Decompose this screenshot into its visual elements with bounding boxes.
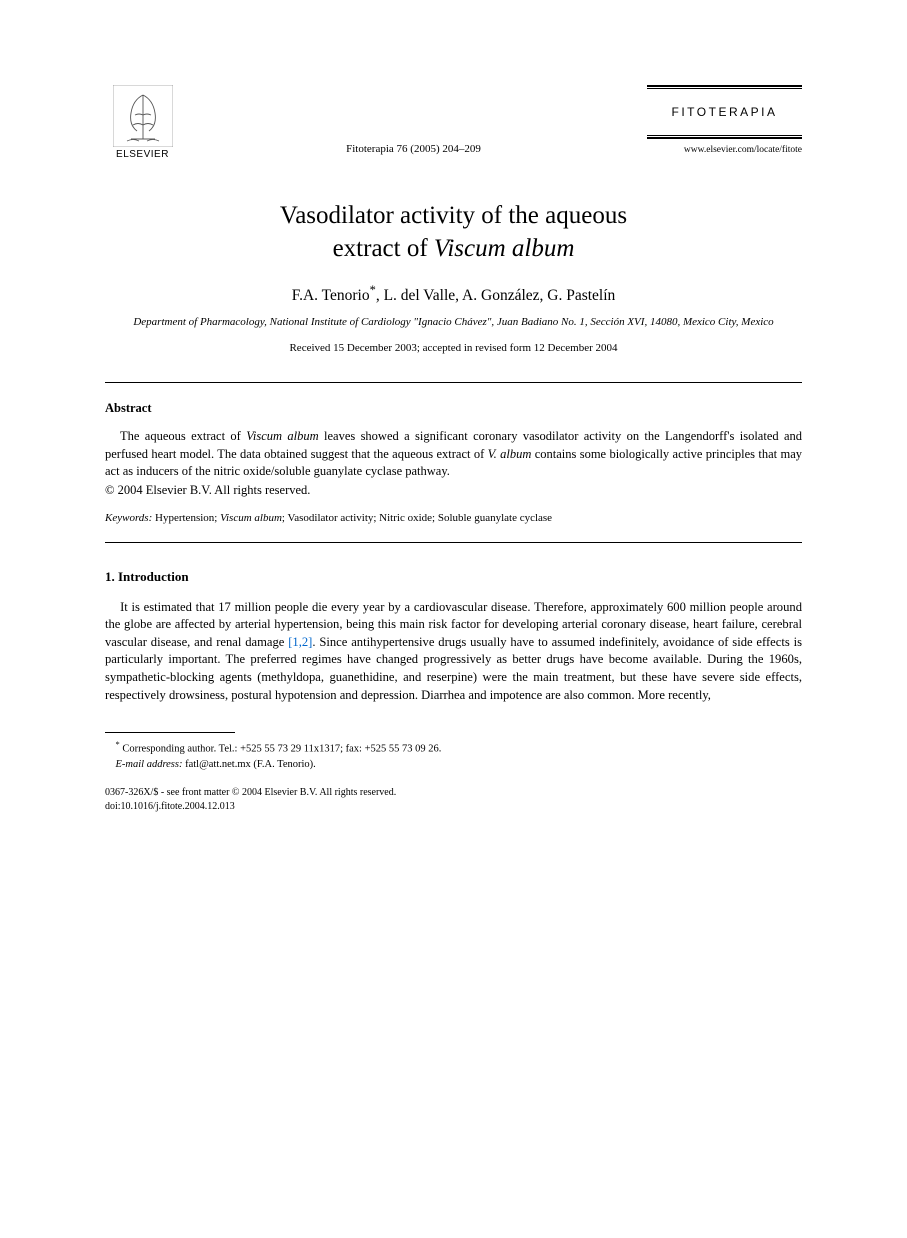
imprint: 0367-326X/$ - see front matter © 2004 El… <box>105 786 802 814</box>
corresponding-author-footnote: * Corresponding author. Tel.: +525 55 73… <box>105 739 802 757</box>
email-label: E-mail address: <box>116 759 183 770</box>
author-rest: , L. del Valle, A. González, G. Pastelín <box>376 287 615 304</box>
footnote-divider-icon <box>105 732 235 733</box>
rule-icon <box>647 85 802 87</box>
doi[interactable]: doi:10.1016/j.fitote.2004.12.013 <box>105 800 802 814</box>
keywords: Keywords: Hypertension; Viscum album; Va… <box>105 512 802 524</box>
journal-name: FITOTERAPIA <box>647 89 802 135</box>
email-footnote: E-mail address: fatl@att.net.mx (F.A. Te… <box>105 757 802 772</box>
journal-block: FITOTERAPIA www.elsevier.com/locate/fito… <box>647 85 802 155</box>
keyword-species: Viscum album <box>220 512 282 524</box>
footnote-text: Corresponding author. Tel.: +525 55 73 2… <box>120 744 442 755</box>
introduction-heading: 1. Introduction <box>105 569 802 585</box>
divider-icon <box>105 382 802 383</box>
email-address[interactable]: fatl@att.net.mx (F.A. Tenorio). <box>182 759 315 770</box>
species-name: V. album <box>488 447 532 461</box>
author-corresponding: F.A. Tenorio <box>292 287 370 304</box>
keyword-text: Hypertension; <box>152 512 220 524</box>
abstract-body: The aqueous extract of Viscum album leav… <box>105 428 802 481</box>
journal-url[interactable]: www.elsevier.com/locate/fitote <box>647 145 802 155</box>
elsevier-tree-icon <box>113 85 173 147</box>
rule-icon <box>647 135 802 136</box>
header: ELSEVIER Fitoterapia 76 (2005) 204–209 F… <box>105 85 802 160</box>
article-citation: Fitoterapia 76 (2005) 204–209 <box>346 85 481 155</box>
abstract-text: The aqueous extract of <box>120 429 246 443</box>
reference-link[interactable]: [1,2] <box>288 635 312 649</box>
publisher-name: ELSEVIER <box>116 149 169 160</box>
abstract-copyright: © 2004 Elsevier B.V. All rights reserved… <box>105 483 802 498</box>
abstract-heading: Abstract <box>105 401 802 416</box>
authors: F.A. Tenorio*, L. del Valle, A. González… <box>105 283 802 305</box>
introduction-body: It is estimated that 17 million people d… <box>105 599 802 705</box>
article-dates: Received 15 December 2003; accepted in r… <box>105 342 802 354</box>
species-name: Viscum album <box>246 429 318 443</box>
imprint-front-matter: 0367-326X/$ - see front matter © 2004 El… <box>105 786 802 800</box>
article-title: Vasodilator activity of the aqueous extr… <box>105 200 802 265</box>
keywords-label: Keywords: <box>105 512 152 524</box>
affiliation: Department of Pharmacology, National Ins… <box>105 315 802 330</box>
publisher-logo-block: ELSEVIER <box>105 85 180 160</box>
title-line1: Vasodilator activity of the aqueous <box>280 202 627 229</box>
rule-icon <box>647 137 802 139</box>
divider-icon <box>105 542 802 543</box>
title-species: Viscum album <box>434 235 575 262</box>
keyword-text: ; Vasodilator activity; Nitric oxide; So… <box>282 512 552 524</box>
title-line2-pre: extract of <box>333 235 434 262</box>
title-block: Vasodilator activity of the aqueous extr… <box>105 200 802 354</box>
